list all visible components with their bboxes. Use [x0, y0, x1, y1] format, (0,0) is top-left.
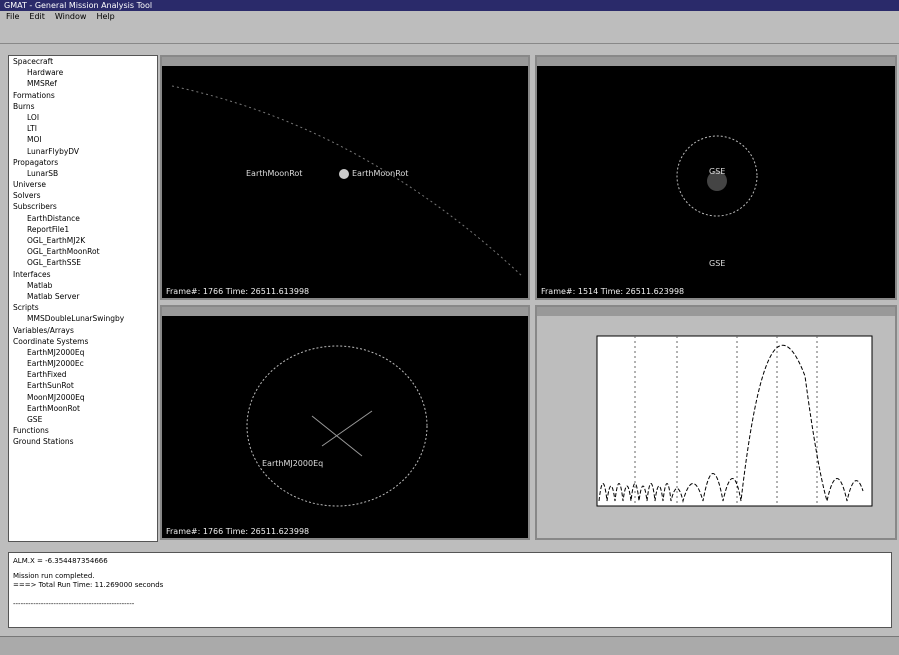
curve [598, 344, 864, 503]
tree-item[interactable]: LunarFlybyDV [27, 146, 80, 156]
gl-view: EarthMJ2000Eq [246, 345, 428, 507]
tree-item[interactable]: ReportFile1 [27, 224, 70, 234]
tree-item[interactable]: Formations [13, 90, 55, 100]
tree-item[interactable]: LTI [27, 124, 37, 134]
tree-item[interactable]: Functions [13, 426, 49, 436]
status-text: Frame#: 1766 Time: 26511.623998 [166, 527, 310, 536]
console-line: ----------------------------------------… [13, 600, 135, 608]
tree-item[interactable]: Coordinate Systems [13, 336, 89, 346]
grid [634, 336, 818, 506]
menu-bar: File Edit Window Help [0, 11, 899, 23]
status-text: Frame#: 1514 Time: 26511.623998 [541, 287, 685, 296]
gl-panel: GSE GSE Frame#: 1514 Time: 26511.623998 [535, 55, 897, 300]
tree-item[interactable]: LunarSB [27, 168, 59, 178]
tree-item[interactable]: MMSRef [27, 79, 57, 89]
tree-item[interactable]: Matlab Server [27, 291, 80, 301]
status-bar [0, 636, 899, 655]
orbit [676, 135, 758, 217]
panel-header [162, 57, 528, 66]
tree-item[interactable]: EarthSunRot [27, 381, 74, 391]
panel-header [537, 57, 895, 66]
body-label: EarthMoonRot [352, 169, 408, 178]
gl-view: GSE GSE [676, 135, 758, 268]
message-console: ALM.X = -6.354487354666 Mission run compl… [8, 552, 892, 628]
resource-tree: Spacecraft Hardware MMSRef Formations Burns L… [8, 55, 158, 542]
tree-item[interactable]: Hardware [27, 68, 64, 78]
panel-header [162, 307, 528, 316]
body-label: EarthMoonRot [246, 169, 302, 178]
tree-item[interactable]: LOI [27, 112, 40, 122]
tree-item[interactable]: MOI [27, 135, 42, 145]
menu-item[interactable]: Window [54, 12, 87, 21]
gl-view: EarthMoonRot EarthMoonRot [171, 85, 523, 277]
tree-item[interactable]: EarthMJ2000Eq [27, 347, 85, 357]
tree-item[interactable]: OGL_EarthMJ2K [27, 236, 86, 245]
body [339, 169, 349, 179]
body [707, 171, 727, 191]
body-label: GSE [709, 167, 725, 176]
trajectory [311, 410, 373, 457]
orbit [246, 345, 428, 507]
tree-item[interactable]: Solvers [13, 191, 41, 201]
tree-item[interactable]: EarthFixed [27, 370, 67, 380]
title-bar: GMAT - General Mission Analysis Tool [0, 0, 899, 11]
tree-item[interactable]: Scripts [13, 303, 39, 313]
menu-item[interactable]: File [6, 12, 20, 21]
tree-item[interactable]: Matlab [27, 280, 53, 290]
console-line: ALM.X = -6.354487354666 [13, 557, 108, 565]
tree-item[interactable]: Interfaces [13, 269, 51, 279]
status-text: Frame#: 1766 Time: 26511.613998 [166, 287, 310, 296]
tree-item[interactable]: Ground Stations [13, 437, 74, 447]
tree-item[interactable]: Variables/Arrays [13, 325, 74, 335]
menu-item[interactable]: Help [96, 12, 115, 21]
tree-item[interactable]: MMSDoubleLunarSwingby [27, 314, 125, 324]
tree-item[interactable]: Subscribers [13, 202, 57, 212]
menu-item[interactable]: Edit [29, 12, 45, 21]
body-label: GSE [709, 259, 725, 268]
tree-item[interactable]: OGL_EarthSSE [27, 258, 82, 268]
orbit [171, 85, 523, 277]
tree-item[interactable]: MoonMJ2000Eq [27, 392, 85, 402]
gl-panel: EarthMJ2000Eq Frame#: 1766 Time: 26511.6… [160, 305, 530, 540]
tree-item[interactable]: Burns [13, 101, 35, 111]
body-label: EarthMJ2000Eq [262, 459, 323, 468]
tree-item[interactable]: EarthMoonRot [27, 403, 80, 413]
console-line: Mission run completed. [13, 572, 95, 580]
tree-item[interactable]: OGL_EarthMoonRot [27, 247, 100, 257]
plot-area [596, 335, 873, 507]
tree-item[interactable]: Spacecraft [13, 57, 54, 66]
tree-item[interactable]: EarthDistance [27, 213, 80, 223]
panel-header [537, 307, 895, 316]
toolbar [0, 23, 899, 44]
tree-item[interactable]: Universe [13, 180, 46, 190]
tree-item[interactable]: EarthMJ2000Ec [27, 359, 84, 369]
gl-panel: EarthMoonRot EarthMoonRot Frame#: 1766 T… [160, 55, 530, 300]
console-line: ===> Total Run Time: 11.269000 seconds [13, 581, 164, 589]
xy-plot [596, 335, 873, 507]
xy-plot-panel [535, 305, 897, 540]
tree-item[interactable]: Propagators [13, 157, 59, 167]
tree-item[interactable]: GSE [27, 415, 43, 424]
